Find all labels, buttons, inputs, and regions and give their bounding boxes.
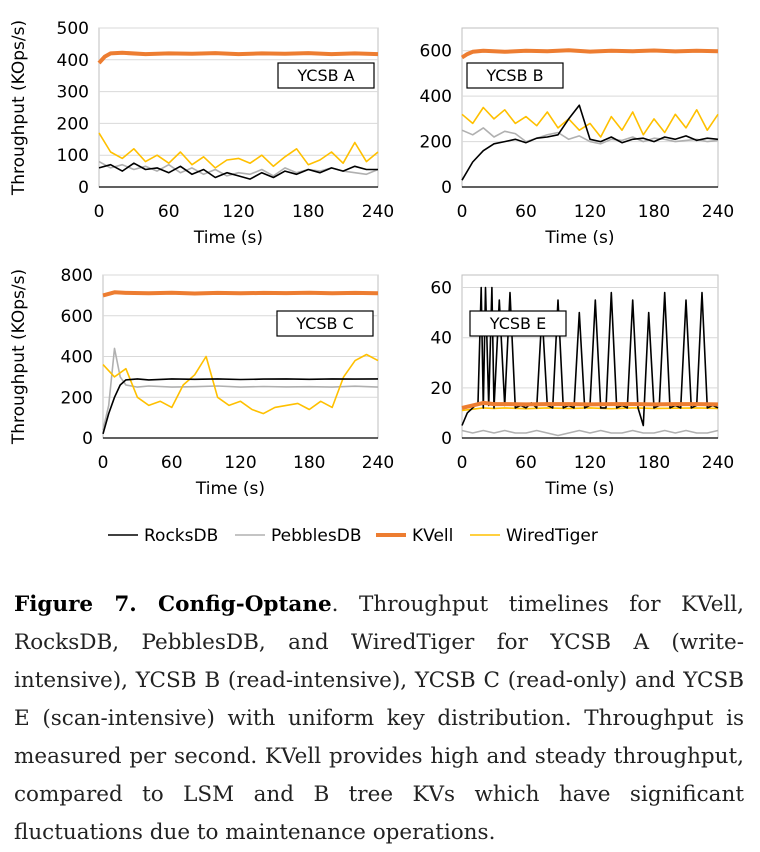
y-tick-label: 600	[420, 42, 452, 62]
legend-label-pebblesdb: PebblesDB	[271, 526, 361, 546]
figure-caption: Figure 7. Config-Optane. Throughput time…	[14, 586, 744, 852]
x-tick-label: 120	[574, 453, 606, 473]
x-tick-label: 180	[638, 202, 670, 222]
series-line-pebblesdb	[102, 347, 379, 431]
chart-panel-4: 0 20 40 60 0 60 120 180 240 Time (s) YCSB E	[430, 274, 734, 499]
plot-frame	[461, 274, 719, 439]
series-line-wiredtiger	[461, 106, 719, 138]
series-line-pebblesdb	[461, 127, 719, 145]
y-tick-label: 40	[430, 329, 452, 349]
x-tick-label: 240	[702, 453, 734, 473]
legend-label-rocksdb: RocksDB	[144, 526, 218, 546]
legend-label-kvell: KVell	[412, 526, 453, 546]
series-line-kvell	[460, 48, 719, 60]
x-tick-label: 120	[224, 453, 256, 473]
y-tick-label: 300	[57, 83, 89, 103]
y-tick-label: 500	[57, 19, 89, 39]
panel-label-box	[469, 310, 567, 337]
series-line-rocksdb	[102, 378, 379, 435]
y-axis-label: Throughput (KOps/s)	[9, 20, 29, 196]
panel-label-box	[277, 62, 375, 89]
x-tick-label: 0	[457, 202, 468, 222]
y-tick-label: 200	[420, 133, 452, 153]
panel-label-box	[276, 310, 374, 337]
y-tick-label: 0	[78, 178, 89, 198]
y-tick-label: 0	[441, 429, 452, 449]
y-tick-label: 100	[57, 146, 89, 166]
x-tick-label: 180	[293, 453, 325, 473]
y-tick-label: 400	[57, 51, 89, 71]
x-tick-label: 120	[222, 202, 254, 222]
x-axis-label: Time (s)	[195, 479, 265, 499]
figure: 0 100 200 300 400 500 0 60 120 180 240 Time (s) Thro…	[9, 19, 734, 546]
x-tick-label: 240	[362, 453, 394, 473]
y-tick-label: 200	[61, 388, 93, 408]
caption-figure-label: Figure 7. Config-Optane	[14, 592, 332, 617]
series-line-kvell	[461, 400, 719, 410]
y-tick-label: 20	[430, 379, 452, 399]
series-line-rocksdb	[461, 286, 719, 427]
panel-label: YCSB E	[489, 314, 546, 333]
x-tick-label: 240	[702, 202, 734, 222]
x-tick-label: 0	[457, 453, 468, 473]
panel-label: YCSB A	[296, 66, 354, 85]
series-line-wiredtiger	[102, 353, 379, 415]
panel-label: YCSB C	[295, 314, 353, 333]
y-tick-label: 200	[57, 114, 89, 134]
series-line-kvell	[102, 290, 379, 298]
y-tick-label: 60	[430, 279, 452, 299]
legend: RocksDB PebblesDB KVell WiredTiger	[108, 526, 598, 546]
x-axis-label: Time (s)	[193, 228, 263, 248]
panel-label-box	[466, 62, 564, 89]
legend-label-wiredtiger: WiredTiger	[506, 526, 598, 546]
series-line-wiredtiger	[98, 132, 379, 169]
x-tick-label: 120	[574, 202, 606, 222]
x-tick-label: 60	[161, 453, 183, 473]
y-tick-label: 400	[420, 87, 452, 107]
x-tick-label: 60	[158, 202, 180, 222]
x-axis-label: Time (s)	[544, 228, 614, 248]
y-tick-label: 400	[61, 348, 93, 368]
panel-label: YCSB B	[485, 66, 543, 85]
series-line-rocksdb	[98, 162, 378, 180]
x-tick-label: 180	[638, 453, 670, 473]
chart-panel-3: 0 200 400 600 800 0 60 120 180 240 Time (s) Through…	[9, 266, 394, 499]
series-line-wiredtiger	[461, 407, 719, 412]
chart-panel-2: 0 200 400 600 0 60 120 180 240 Time (s) YCSB B	[420, 27, 734, 248]
x-tick-label: 0	[98, 453, 109, 473]
x-axis-label: Time (s)	[544, 479, 614, 499]
x-tick-label: 60	[515, 453, 537, 473]
x-tick-label: 0	[94, 202, 105, 222]
x-tick-label: 240	[362, 202, 394, 222]
y-tick-label: 800	[61, 266, 93, 286]
y-axis-label: Throughput (KOps/s)	[9, 269, 29, 445]
chart-panel-1: 0 100 200 300 400 500 0 60 120 180 240 Time (s) Thro…	[9, 19, 394, 248]
x-tick-label: 180	[292, 202, 324, 222]
series-line-kvell	[97, 50, 379, 65]
y-tick-label: 0	[441, 178, 452, 198]
caption-text: . Throughput timelines for KVell, RocksD…	[14, 592, 744, 845]
series-line-rocksdb	[461, 104, 719, 181]
series-line-pebblesdb	[461, 429, 719, 437]
y-tick-label: 0	[82, 429, 93, 449]
y-tick-label: 600	[61, 307, 93, 327]
x-tick-label: 60	[515, 202, 537, 222]
